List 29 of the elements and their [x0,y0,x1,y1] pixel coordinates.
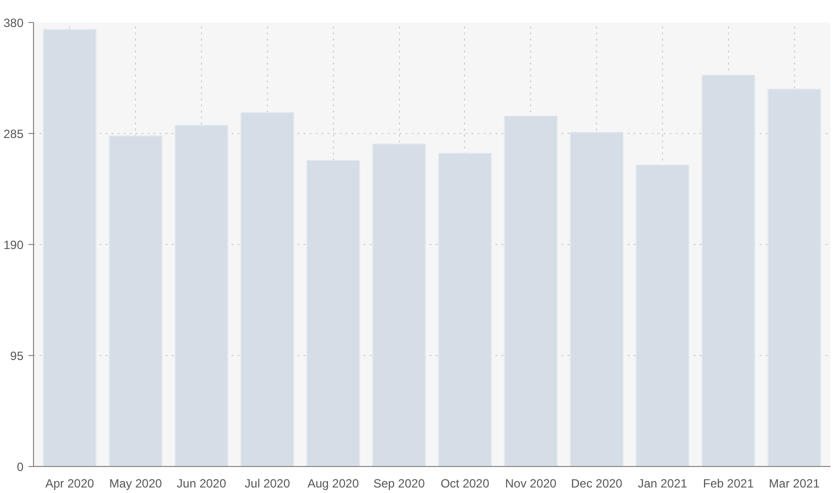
x-tick-label: Sep 2020 [373,476,426,490]
x-tick-label: Mar 2021 [768,476,820,490]
y-tick-label: 380 [3,16,24,30]
x-tick-label: Jan 2021 [638,476,688,490]
y-tick-label: 95 [10,349,24,363]
bar [108,135,162,466]
bar [570,132,624,466]
y-tick-label: 285 [3,127,24,141]
x-tick-label: Oct 2020 [440,476,490,490]
bar [372,144,426,466]
bar [42,29,97,466]
bar [306,160,360,466]
x-tick-label: Dec 2020 [570,476,623,490]
x-tick-label: Aug 2020 [308,476,360,490]
bar [767,88,822,466]
x-tick-label: Nov 2020 [505,476,557,490]
x-tick-label: May 2020 [109,476,162,490]
bar [702,74,756,466]
y-tick-label: 0 [16,460,24,474]
bar [438,152,492,466]
x-tick-label: Jul 2020 [244,476,290,490]
bar [240,112,294,466]
x-tick-label: Feb 2021 [703,476,754,490]
x-tick-label: Jun 2020 [176,476,226,490]
bar [636,164,690,466]
bar [504,115,558,466]
x-tick-label: Apr 2020 [45,476,94,490]
bar [174,124,228,466]
y-tick-label: 190 [3,238,24,252]
